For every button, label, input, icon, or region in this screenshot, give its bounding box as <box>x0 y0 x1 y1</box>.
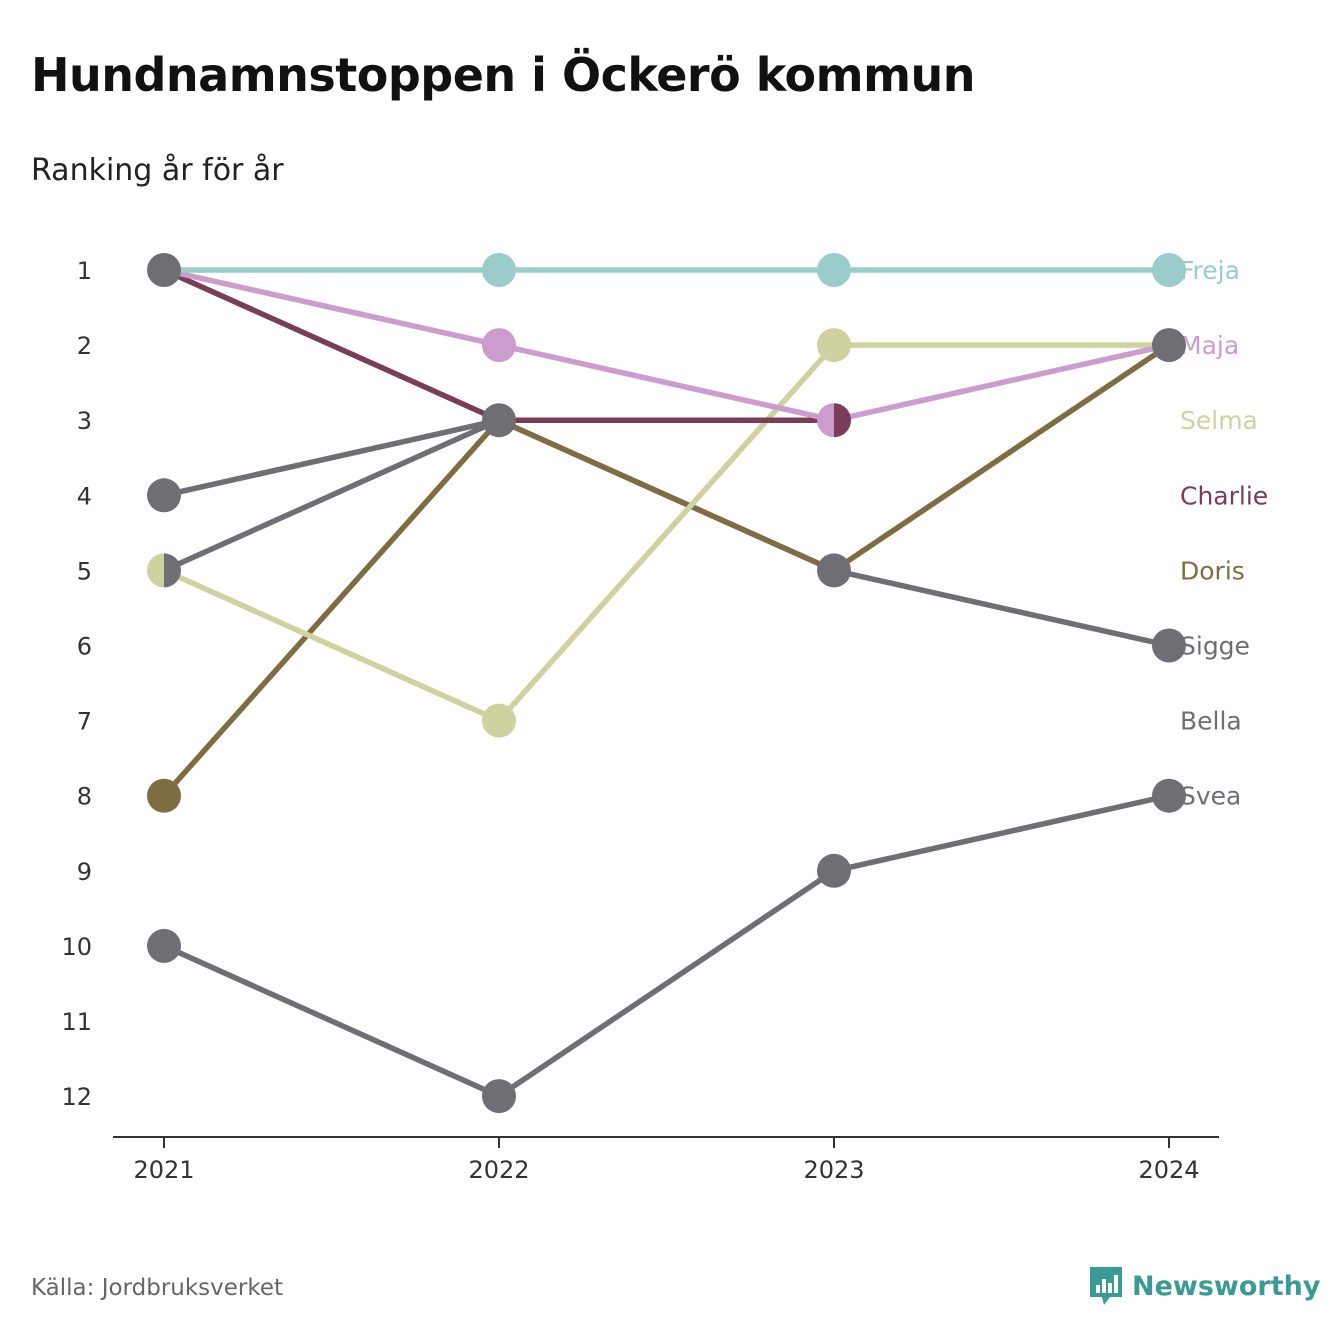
y-tick-label: 3 <box>77 407 92 435</box>
end-label-sigge: Sigge <box>1180 632 1250 661</box>
y-tick-label: 11 <box>61 1008 92 1036</box>
x-axis: 2021 2022 2023 2024 <box>113 1136 1219 1184</box>
y-tick-label: 12 <box>61 1083 92 1111</box>
source-note: Källa: Jordbruksverket <box>31 1275 284 1301</box>
y-tick-label: 1 <box>77 257 92 285</box>
point-marker <box>817 853 851 888</box>
end-label-charlie: Charlie <box>1180 481 1268 510</box>
point-marker-left-half <box>147 553 164 588</box>
point-marker <box>147 478 181 513</box>
point-marker <box>1152 253 1186 287</box>
point-markers <box>147 253 1186 1114</box>
end-label-svea: Svea <box>1180 782 1241 811</box>
y-tick-label: 6 <box>77 633 92 661</box>
end-label-maja: Maja <box>1180 331 1239 360</box>
x-tick-label: 2022 <box>468 1156 529 1184</box>
series-line-doris <box>161 342 1172 799</box>
end-label-selma: Selma <box>1180 406 1258 435</box>
end-label-freja: Freja <box>1180 256 1240 285</box>
point-marker <box>817 553 851 588</box>
series-line-maja <box>161 267 1172 423</box>
point-marker <box>147 778 181 813</box>
x-tick-label: 2021 <box>133 1156 194 1184</box>
point-marker <box>482 328 516 363</box>
point-marker <box>817 328 851 363</box>
point-marker-right-half <box>834 403 851 438</box>
x-tick-label: 2024 <box>1138 1156 1199 1184</box>
y-tick-label: 9 <box>77 858 92 886</box>
series-lines <box>161 267 1172 1099</box>
chart-subtitle: Ranking år för år <box>31 153 284 188</box>
series-line-svea <box>161 792 1172 1099</box>
point-marker <box>817 253 851 287</box>
point-marker <box>147 928 181 963</box>
series-line-bella <box>161 417 502 499</box>
end-label-doris: Doris <box>1180 556 1245 585</box>
y-tick-label: 5 <box>77 557 92 585</box>
y-tick-label: 7 <box>77 708 92 736</box>
newsworthy-logo-icon <box>1090 1267 1122 1305</box>
brand-name: Newsworthy <box>1132 1270 1321 1302</box>
chart-title: Hundnamnstoppen i Öckerö kommun <box>31 48 976 102</box>
y-tick-label: 8 <box>77 783 92 811</box>
end-labels: Freja Maja Selma Charlie Doris Sigge Bella Svea <box>1180 256 1268 811</box>
point-marker <box>482 703 516 738</box>
point-marker <box>1152 778 1186 813</box>
y-tick-label: 4 <box>77 482 92 510</box>
y-tick-label: 10 <box>61 933 92 961</box>
point-marker-left-half <box>817 403 834 438</box>
point-marker <box>147 253 181 287</box>
point-marker-right-half <box>164 553 181 588</box>
point-marker <box>1152 328 1186 363</box>
y-tick-label: 2 <box>77 332 92 360</box>
end-label-bella: Bella <box>1180 707 1242 736</box>
point-marker <box>482 403 516 438</box>
brand-logo: Newsworthy <box>1088 1265 1320 1307</box>
point-marker <box>482 1079 516 1114</box>
point-marker <box>482 253 516 287</box>
series-line-selma <box>161 342 1172 724</box>
point-marker <box>1152 628 1186 663</box>
x-tick-label: 2023 <box>803 1156 864 1184</box>
